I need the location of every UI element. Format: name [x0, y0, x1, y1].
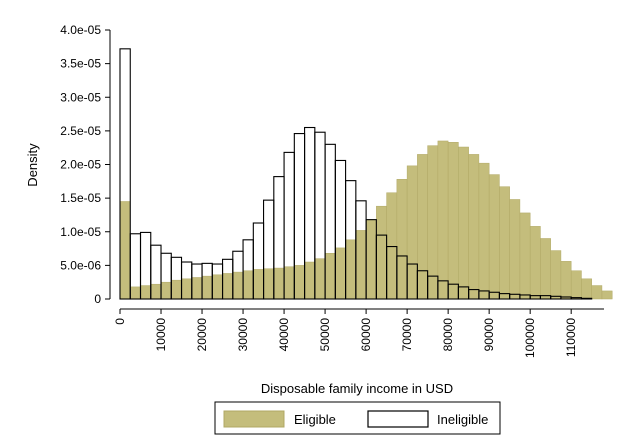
eligible-bar — [417, 154, 428, 300]
y-tick-label: 5.0e-06 — [60, 258, 101, 272]
eligible-bar — [181, 278, 193, 300]
legend-swatch-ineligible — [367, 410, 429, 428]
y-tick-label: 2.5e-05 — [60, 124, 101, 138]
ineligible-bars — [119, 48, 593, 300]
eligible-bar — [376, 205, 387, 300]
eligible-bar — [386, 192, 398, 300]
eligible-bar — [171, 279, 182, 300]
x-tick-label: 110000 — [564, 318, 578, 357]
eligible-bar — [468, 154, 480, 300]
eligible-bar — [345, 239, 357, 300]
x-tick-label: 70000 — [400, 318, 414, 352]
y-tick-label: 1.0e-05 — [60, 225, 101, 239]
eligible-bar — [232, 271, 244, 300]
eligible-bar — [119, 201, 131, 300]
eligible-bar — [140, 285, 152, 300]
ineligible-bar — [580, 297, 593, 300]
eligible-bar — [447, 142, 459, 300]
x-tick-label: 20000 — [195, 318, 209, 352]
eligible-bar — [570, 270, 582, 300]
x-axis-title: Disposable family income in USD — [261, 381, 453, 396]
eligible-bars — [119, 140, 613, 300]
x-tick-label: 40000 — [277, 318, 291, 352]
x-tick-label: 0 — [113, 318, 127, 325]
y-tick-label: 3.0e-05 — [60, 90, 101, 104]
x-tick-label: 100000 — [523, 318, 537, 358]
y-tick-label: 0 — [94, 292, 101, 306]
legend: Eligible Ineligible — [214, 401, 501, 435]
x-axis-ticks: 0 10000 20000 30000 40000 50000 60000 70000 8000… — [113, 309, 578, 358]
eligible-bar — [406, 165, 418, 300]
eligible-bar — [201, 275, 213, 300]
eligible-bar — [437, 140, 449, 300]
x-tick-label: 30000 — [236, 318, 250, 352]
y-tick-label: 3.5e-05 — [60, 57, 101, 71]
y-tick-label: 2.0e-05 — [60, 158, 101, 172]
legend-label-eligible: Eligible — [294, 412, 336, 427]
eligible-bar — [540, 238, 551, 300]
y-axis-ticks: 0 5.0e-06 1.0e-05 1.5e-05 2.0e-05 2.5e-05 3.0e… — [60, 23, 110, 306]
eligible-bar — [130, 286, 141, 300]
legend-swatch-eligible — [223, 410, 285, 428]
eligible-bar — [212, 274, 223, 300]
eligible-bar — [365, 219, 377, 300]
x-tick-label: 90000 — [482, 318, 496, 352]
eligible-bar — [263, 268, 275, 300]
y-tick-label: 1.5e-05 — [60, 191, 101, 205]
eligible-bar — [273, 267, 285, 300]
eligible-bar — [242, 270, 254, 300]
eligible-bar — [591, 285, 603, 300]
x-tick-label: 10000 — [154, 318, 168, 352]
eligible-bar — [478, 162, 490, 300]
eligible-bar — [222, 273, 234, 300]
ineligible-bar — [119, 48, 131, 300]
eligible-bar — [304, 261, 316, 300]
eligible-bar — [529, 226, 541, 300]
x-tick-label: 60000 — [359, 318, 373, 352]
y-axis-title: Density — [25, 143, 40, 187]
eligible-bar — [294, 265, 305, 300]
eligible-bar — [396, 179, 408, 300]
legend-label-ineligible: Ineligible — [437, 412, 488, 427]
eligible-bar — [509, 199, 521, 300]
eligible-bar — [601, 290, 613, 300]
eligible-bar — [335, 247, 346, 300]
eligible-bar — [355, 230, 367, 300]
eligible-bar — [150, 283, 162, 300]
eligible-bar — [458, 146, 469, 300]
y-tick-label: 4.0e-05 — [60, 23, 101, 37]
eligible-bar — [550, 250, 562, 300]
eligible-bar — [488, 174, 500, 300]
eligible-bar — [283, 266, 295, 300]
eligible-bar — [253, 269, 264, 300]
eligible-bar — [519, 212, 531, 300]
eligible-bar — [560, 261, 572, 300]
eligible-bar — [314, 258, 326, 300]
eligible-bar — [191, 277, 203, 300]
eligible-bar — [581, 278, 592, 300]
x-tick-label: 50000 — [318, 318, 332, 352]
eligible-bar — [499, 186, 510, 300]
eligible-bar — [324, 253, 336, 300]
eligible-bar — [160, 281, 172, 300]
x-tick-label: 80000 — [441, 318, 455, 352]
